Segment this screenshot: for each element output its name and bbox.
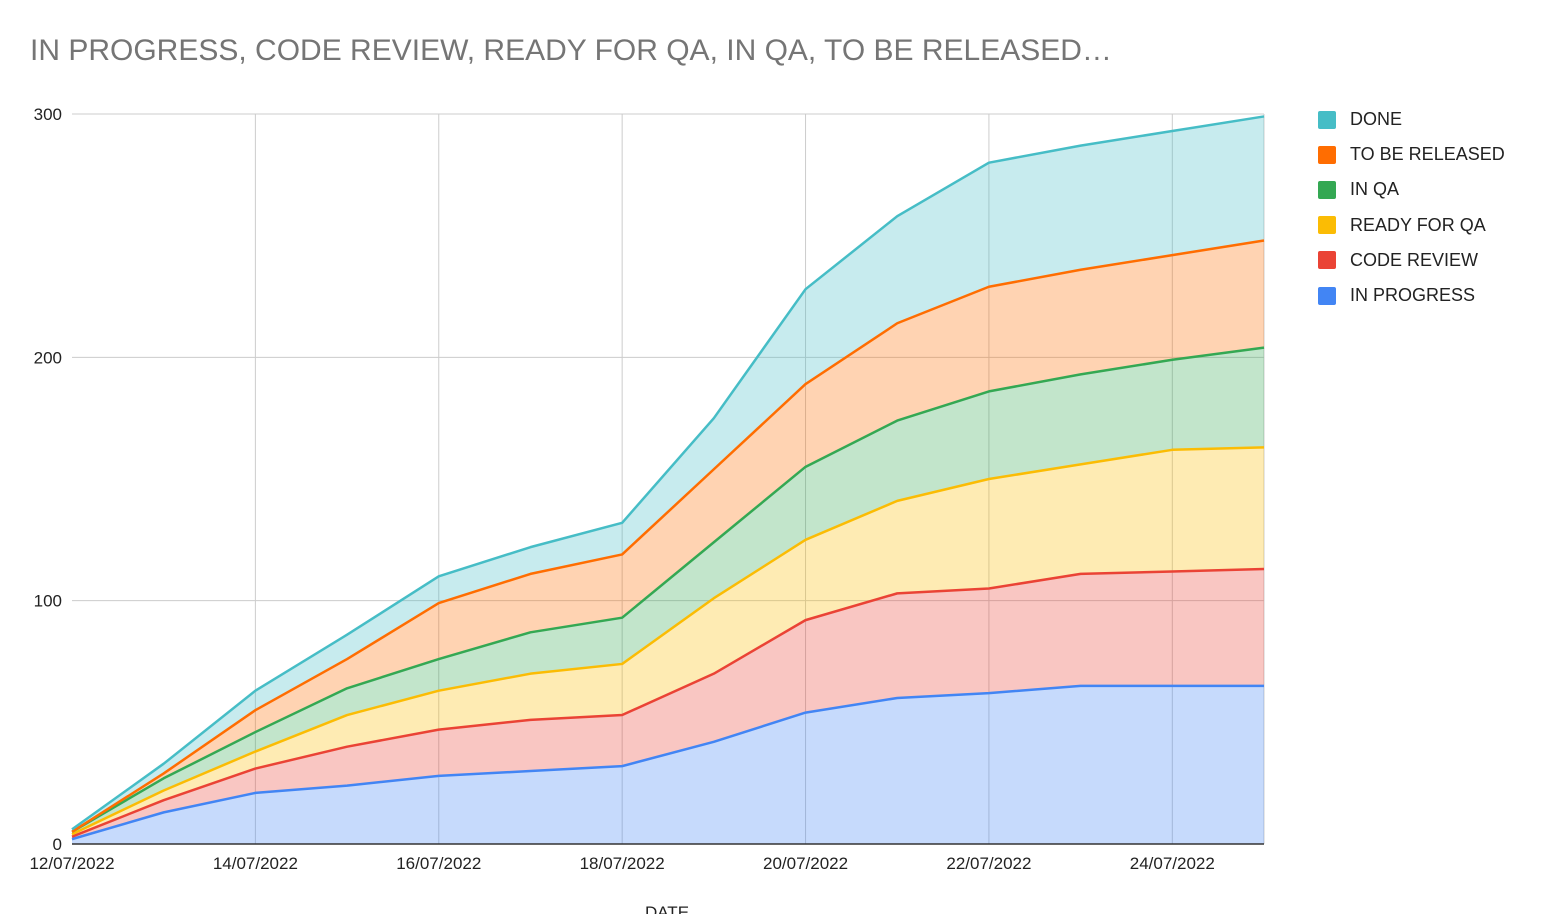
area-ready-for-qa <box>72 447 1264 837</box>
legend-item-to-be-released: TO BE RELEASED <box>1318 137 1505 172</box>
legend-label: CODE REVIEW <box>1350 249 1479 270</box>
legend-swatch <box>1318 110 1336 129</box>
series-lines <box>71 115 1265 841</box>
x-tick-label: 22/07/2022 <box>946 854 1031 873</box>
chart-legend: DONE TO BE RELEASED IN QA READY FOR QA CODE … <box>1318 102 1505 313</box>
line-done <box>71 115 1265 831</box>
legend-label: TO BE RELEASED <box>1350 144 1505 165</box>
grid-lines <box>72 113 1265 844</box>
legend-item-code-review: CODE REVIEW <box>1318 243 1505 278</box>
legend-item-in-qa: IN QA <box>1318 172 1505 207</box>
chart-title: IN PROGRESS, CODE REVIEW, READY FOR QA, … <box>30 34 1112 67</box>
legend-swatch <box>1318 251 1336 270</box>
legend-label: IN QA <box>1350 179 1400 200</box>
legend-label: READY FOR QA <box>1350 214 1486 235</box>
line-ready-for-qa <box>71 446 1265 836</box>
legend-swatch <box>1318 145 1336 164</box>
y-tick-label: 0 <box>53 835 62 854</box>
y-tick-label: 200 <box>34 348 62 367</box>
legend-swatch <box>1318 180 1336 199</box>
x-tick-label: 12/07/2022 <box>29 854 114 873</box>
legend-swatch <box>1318 216 1336 235</box>
legend-item-in-progress: IN PROGRESS <box>1318 278 1505 313</box>
legend-item-ready-for-qa: READY FOR QA <box>1318 208 1505 243</box>
line-code-review <box>71 567 1265 838</box>
legend-item-done: DONE <box>1318 102 1505 137</box>
x-tick-label: 24/07/2022 <box>1130 854 1215 873</box>
x-axis-title: DATE <box>645 903 689 914</box>
legend-swatch <box>1318 286 1336 305</box>
y-tick-label: 300 <box>34 105 62 124</box>
line-in-qa <box>71 346 1265 833</box>
area-in-progress <box>72 685 1264 844</box>
area-to-be-released <box>72 240 1264 832</box>
x-tick-label: 14/07/2022 <box>213 854 298 873</box>
x-tick-label: 16/07/2022 <box>396 854 481 873</box>
area-code-review <box>72 569 1264 840</box>
y-tick-label: 100 <box>34 592 62 611</box>
line-in-progress <box>71 684 1264 841</box>
legend-label: DONE <box>1350 109 1403 130</box>
tick-labels: 0 100 200 300 12/07/2022 14/07/2022 16/07/2022… <box>29 105 1214 873</box>
area-in-qa <box>72 347 1264 835</box>
line-to-be-released <box>71 239 1265 833</box>
x-tick-label: 20/07/2022 <box>763 854 848 873</box>
legend-label: IN PROGRESS <box>1350 285 1476 306</box>
x-tick-label: 18/07/2022 <box>580 854 665 873</box>
